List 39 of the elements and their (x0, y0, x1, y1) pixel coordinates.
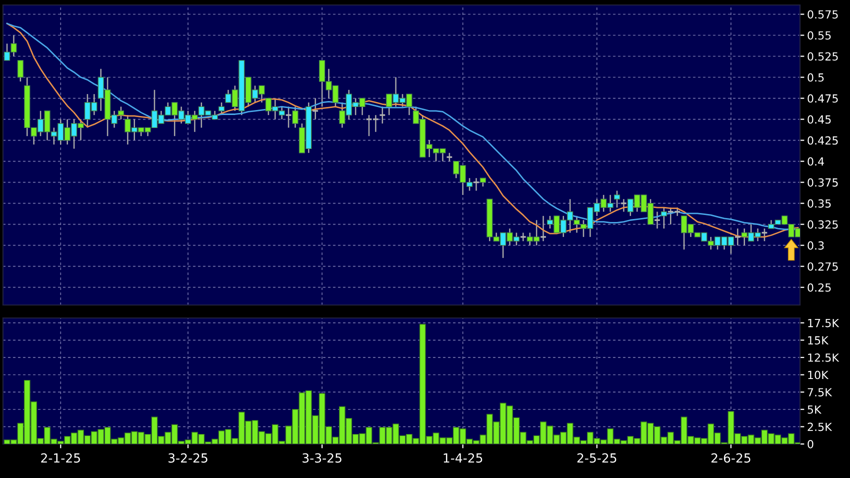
y-tick-label: 10K (808, 370, 829, 380)
y-tick-label: 0.4 (808, 157, 824, 166)
y-tick-label: 0.375 (808, 178, 838, 187)
candlestick (378, 106, 386, 124)
y-tick-label: 0.5 (808, 73, 824, 82)
y-tick-label: 15K (808, 336, 829, 345)
candlestick (540, 215, 547, 242)
y-tick-label: 0.425 (808, 136, 838, 145)
y-tick-label: 0.25 (808, 283, 831, 292)
candlestick (734, 228, 742, 246)
y-tick-label: 17.5K (808, 318, 840, 328)
x-tick-label: 3-3-25 (302, 453, 342, 463)
candlestick (614, 190, 620, 208)
candlestick (620, 198, 628, 212)
x-tick-label: 2-6-25 (711, 453, 750, 463)
candlestick (520, 232, 527, 242)
candlestick (312, 98, 319, 120)
y-tick-label: 0.575 (808, 10, 838, 19)
y-tick-label: 0.475 (808, 94, 838, 103)
x-tick-label: 1-4-25 (444, 453, 482, 463)
y-tick-label: 7.5K (808, 388, 832, 396)
y-tick-label: 12.5K (808, 353, 840, 362)
y-tick-label: 0.3 (808, 241, 824, 250)
candlestick (17, 60, 24, 82)
y-tick-label: 0 (808, 440, 814, 448)
y-tick-label: 0.45 (808, 115, 831, 124)
candlestick (218, 102, 225, 116)
y-tick-label: 0.55 (808, 31, 831, 40)
candlestick (472, 177, 480, 192)
y-tick-label: 2.5K (808, 422, 832, 432)
y-tick-label: 5K (808, 406, 822, 414)
y-tick-label: 0.35 (808, 199, 831, 208)
x-tick-label: 2-5-25 (577, 453, 616, 463)
candlestick (654, 211, 661, 230)
y-tick-label: 0.525 (808, 52, 838, 61)
y-tick-label: 0.275 (808, 262, 838, 271)
x-tick-label: 3-2-25 (168, 453, 208, 463)
y-tick-label: 0.325 (808, 220, 838, 229)
x-tick-label: 2-1-25 (41, 453, 80, 463)
